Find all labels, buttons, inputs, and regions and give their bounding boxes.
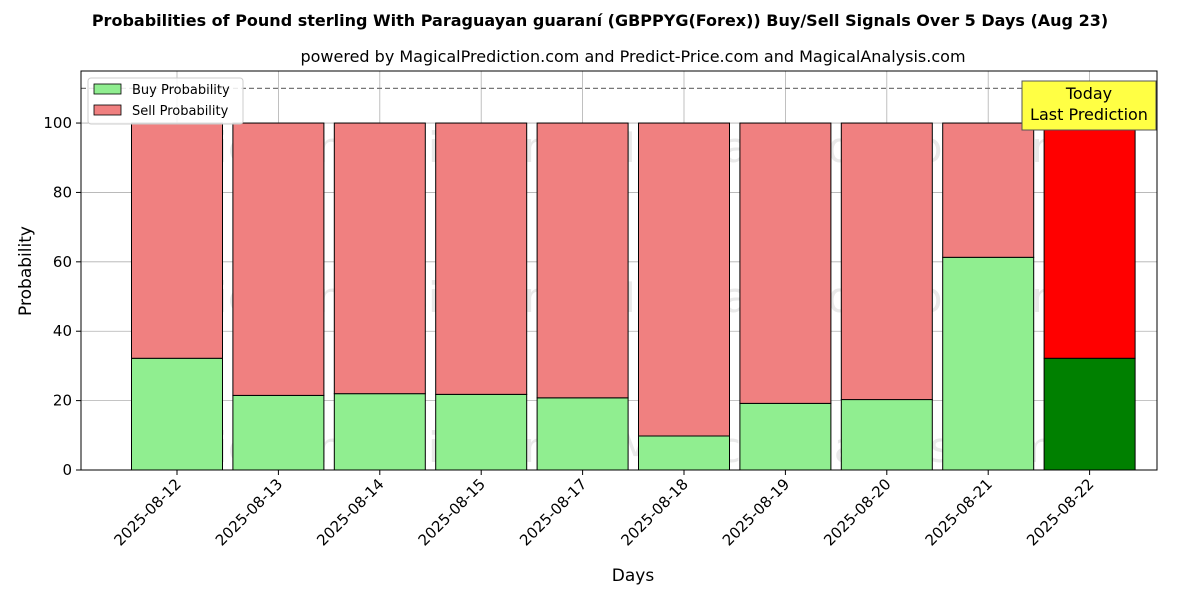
bar-sell <box>942 122 1035 258</box>
plot-frame <box>80 70 1158 471</box>
bar-buy <box>739 402 832 471</box>
x-axis-label: Days <box>612 566 655 586</box>
bar-sell <box>131 122 223 359</box>
bar-sell <box>536 122 629 399</box>
last-prediction-label: Last Prediction <box>1030 105 1148 124</box>
today-box <box>1021 80 1157 131</box>
x-tick-label: 2025-08-14 <box>313 475 387 549</box>
bar-sell <box>840 122 933 401</box>
x-tick-label: 2025-08-17 <box>516 475 590 549</box>
bar-sell <box>232 122 325 396</box>
y-tick-label: 80 <box>53 183 72 201</box>
x-tick-label: 2025-08-20 <box>820 475 894 549</box>
x-tick-label: 2025-08-19 <box>719 475 793 549</box>
bar-buy <box>131 357 223 471</box>
bar-sell <box>333 122 426 395</box>
legend-swatch-sell <box>93 104 122 116</box>
legend-label-buy: Buy Probability <box>132 83 230 98</box>
bar-sell <box>435 122 528 395</box>
x-tick-label: 2025-08-22 <box>1023 475 1097 549</box>
x-tick-label: 2025-08-21 <box>922 475 996 549</box>
bar-buy <box>840 399 933 471</box>
bar-buy <box>536 397 629 471</box>
today-label: Today <box>1065 84 1112 103</box>
bar-buy <box>333 393 426 471</box>
bars <box>131 122 1136 471</box>
y-tick-label: 0 <box>62 461 72 479</box>
bar-sell <box>739 122 832 404</box>
x-tick-label: 2025-08-15 <box>415 475 489 549</box>
chart-title: Probabilities of Pound sterling With Par… <box>92 11 1108 30</box>
x-tick-label: 2025-08-12 <box>110 475 184 549</box>
x-tick-label: 2025-08-18 <box>617 475 691 549</box>
bar-buy <box>638 435 730 471</box>
y-tick-label: 60 <box>53 253 72 271</box>
bar-buy <box>1043 357 1136 471</box>
bar-buy <box>942 256 1035 471</box>
bar-buy <box>435 393 528 471</box>
y-tick-label: 20 <box>53 392 72 410</box>
y-tick-label: 100 <box>43 114 72 132</box>
y-axis-label: Probability <box>16 226 36 316</box>
legend: Buy Probability Sell Probability <box>87 77 244 125</box>
legend-label-sell: Sell Probability <box>132 104 229 119</box>
bar-buy <box>232 394 325 471</box>
legend-box <box>87 77 244 125</box>
bar-sell <box>1043 122 1136 359</box>
today-annotation: Today Last Prediction <box>1021 80 1157 131</box>
x-tick-label: 2025-08-13 <box>212 475 286 549</box>
bar-sell <box>638 122 730 437</box>
y-tick-label: 40 <box>53 322 72 340</box>
legend-swatch-buy <box>93 83 122 95</box>
chart-subtitle: powered by MagicalPrediction.com and Pre… <box>300 47 965 66</box>
